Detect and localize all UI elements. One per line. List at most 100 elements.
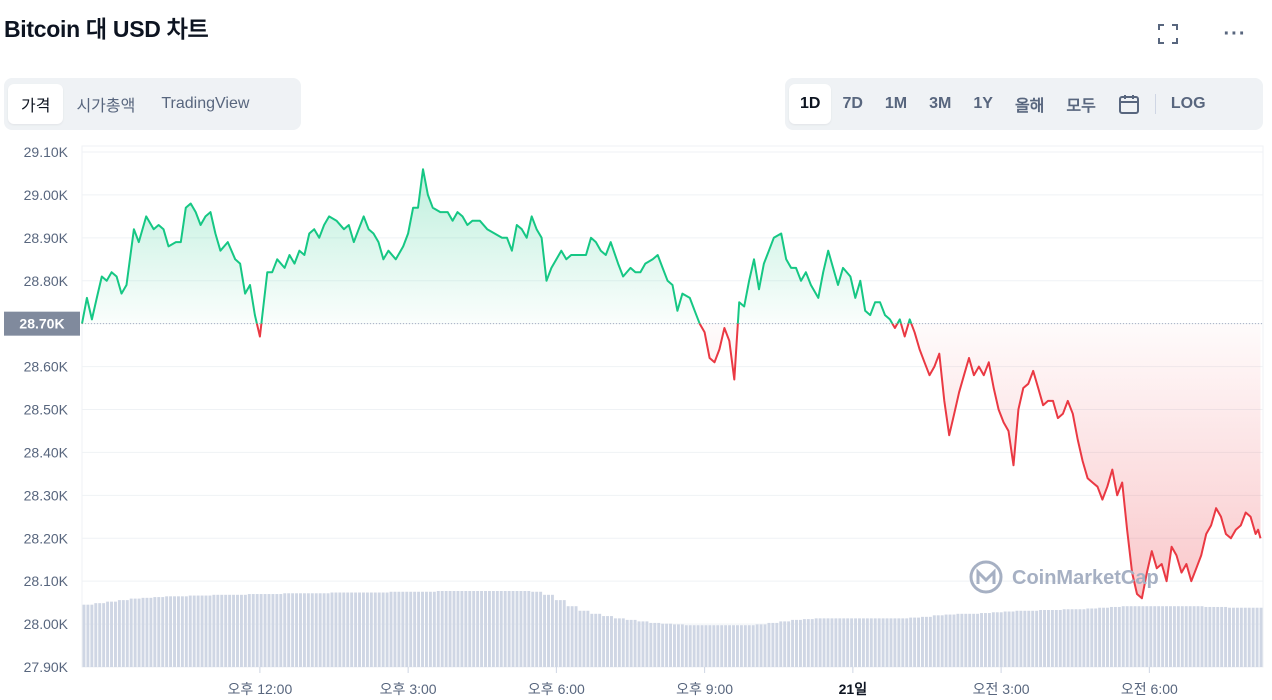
volume-bar — [456, 591, 460, 667]
volume-bar — [487, 591, 491, 667]
tab-market-cap[interactable]: 시가총액 — [76, 98, 136, 115]
volume-bar — [369, 592, 373, 667]
y-axis-ticks: 29.10K29.00K28.90K28.80K28.70K28.60K28.5… — [24, 144, 69, 675]
volume-bar — [1011, 611, 1015, 667]
volume-bar — [806, 619, 810, 667]
volume-bar — [846, 618, 850, 667]
volume-bar — [1208, 606, 1212, 667]
range-1d[interactable]: 1D — [789, 84, 832, 124]
volume-bar — [657, 622, 661, 667]
volume-bar — [436, 591, 440, 667]
volume-bar — [909, 617, 913, 667]
volume-bar — [795, 619, 798, 667]
volume-bar — [1074, 609, 1078, 667]
tab-price[interactable]: 가격 — [8, 84, 64, 124]
volume-bar — [224, 594, 228, 667]
range-all[interactable]: 모두 — [1066, 98, 1096, 115]
volume-bar — [302, 593, 306, 667]
volume-bar — [216, 594, 220, 667]
volume-bar — [318, 593, 322, 667]
volume-bar — [507, 591, 511, 667]
volume-bar — [389, 591, 393, 667]
volume-bar — [1070, 609, 1074, 667]
fullscreen-icon[interactable] — [1154, 20, 1182, 48]
log-scale-toggle[interactable]: LOG — [1170, 95, 1206, 112]
range-7d[interactable]: 7D — [842, 95, 863, 112]
volume-bar — [432, 591, 436, 667]
tab-tradingview[interactable]: TradingView — [161, 95, 250, 112]
volume-bar — [1216, 606, 1220, 667]
volume-bar — [184, 596, 188, 667]
volume-bar — [1184, 606, 1188, 667]
volume-bar — [173, 596, 176, 667]
price-line — [81, 168, 1262, 600]
volume-bar — [743, 625, 747, 667]
volume-bar — [106, 601, 110, 667]
volume-bar — [279, 594, 283, 667]
volume-bar — [1043, 610, 1046, 667]
volume-bar — [346, 592, 350, 667]
volume-bar — [791, 619, 795, 667]
volume-bar — [1133, 606, 1137, 667]
range-3m[interactable]: 3M — [929, 95, 952, 112]
volume-bar — [1137, 606, 1141, 667]
volume-bar — [365, 592, 369, 667]
volume-bar — [503, 591, 507, 667]
volume-bar — [917, 617, 921, 667]
volume-bar — [535, 591, 539, 667]
reference-price-badge: 28.70K — [4, 311, 80, 336]
y-tick-label: 28.30K — [24, 487, 69, 503]
more-options-icon[interactable]: ··· — [1223, 22, 1247, 45]
volume-bar — [476, 591, 480, 667]
volume-bar — [716, 625, 720, 667]
volume-bar — [1188, 606, 1192, 667]
volume-bar — [940, 615, 944, 667]
range-ytd[interactable]: 올해 — [1014, 98, 1045, 115]
volume-bar — [708, 625, 712, 667]
volume-bar — [665, 623, 669, 667]
price-chart[interactable]: CoinMarketCap 29.10K 29.00K 28.90K 28.80K 28… — [0, 140, 1272, 700]
volume-bar — [200, 595, 204, 667]
volume-bar — [354, 592, 358, 667]
volume-bar — [1098, 607, 1102, 667]
volume-bar — [1121, 606, 1125, 667]
volume-bar — [661, 623, 665, 667]
volume-bar — [983, 613, 987, 667]
volume-bar — [720, 625, 724, 667]
range-1y[interactable]: 1Y — [973, 95, 993, 112]
volume-bar — [275, 594, 279, 667]
y-tick-label: 29.00K — [24, 187, 69, 203]
volume-bar — [885, 618, 889, 667]
y-tick-label: 28.40K — [24, 444, 69, 460]
volume-bar — [641, 621, 645, 667]
volume-bar — [861, 618, 865, 667]
volume-bar — [1196, 606, 1200, 667]
volume-bar — [314, 593, 318, 667]
volume-bar — [783, 621, 787, 667]
volume-bar — [362, 592, 365, 667]
volume-bar — [944, 614, 948, 667]
volume-bar — [539, 591, 543, 667]
volume-bar — [169, 596, 173, 667]
volume-bar — [948, 614, 952, 667]
volume-bar — [779, 621, 783, 667]
coinmarketcap-logo-icon — [969, 560, 1003, 594]
calendar-icon[interactable] — [1107, 84, 1151, 124]
volume-bar — [936, 615, 940, 667]
y-tick-label: 28.80K — [24, 273, 69, 289]
volume-bar — [460, 591, 464, 667]
volume-bar — [1050, 610, 1054, 667]
volume-bar — [980, 613, 983, 667]
volume-bar — [326, 593, 330, 667]
watermark-text: CoinMarketCap — [1012, 567, 1159, 589]
volume-bar — [889, 618, 893, 667]
range-1m[interactable]: 1M — [884, 95, 908, 112]
volume-bar — [393, 591, 397, 667]
volume-bar — [1224, 606, 1228, 667]
volume-bar — [137, 598, 141, 667]
volume-bar — [606, 616, 610, 667]
volume-bar — [204, 595, 208, 667]
volume-bar — [1054, 610, 1058, 667]
volume-bar — [255, 594, 259, 667]
volume-bar — [531, 591, 535, 667]
